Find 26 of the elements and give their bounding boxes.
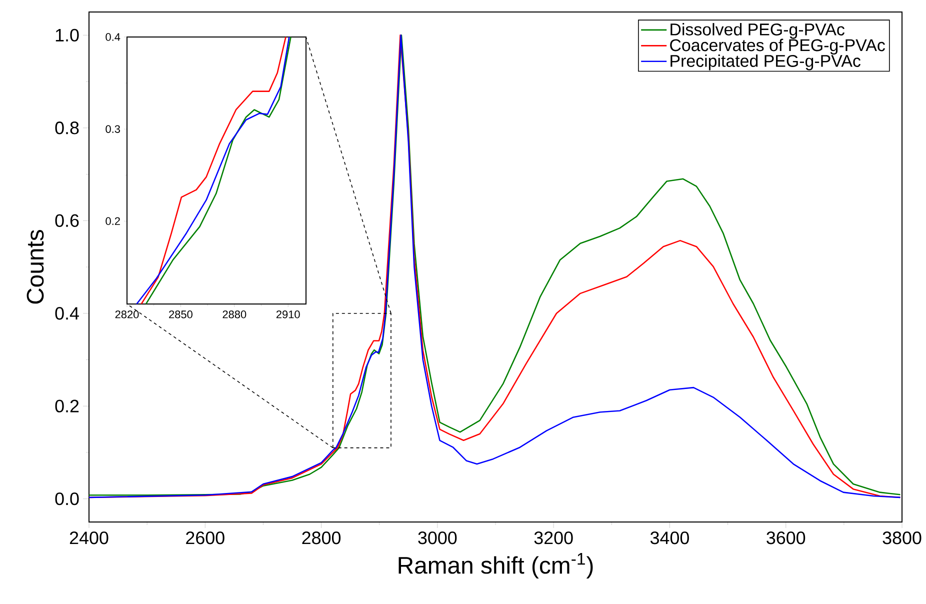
y-axis-title: Counts xyxy=(26,230,44,304)
x-axis-title: Raman shift (cm$^{-1}$) xyxy=(398,553,593,579)
y-tick-label: 0.8 xyxy=(55,122,79,134)
x-tick-label: 2400 xyxy=(70,532,108,544)
x-tick-label: 3600 xyxy=(766,532,806,544)
x-tick-label: 3200 xyxy=(534,532,573,544)
x-tick-label: 2880 xyxy=(222,310,246,318)
y-tick-label: 0.2 xyxy=(106,217,120,226)
y-tick-label: 0.3 xyxy=(106,125,120,133)
x-tick-label: 2800 xyxy=(302,532,341,544)
x-tick-label: 3800 xyxy=(882,532,922,544)
x-tick-label: 2820 xyxy=(115,310,139,318)
y-tick-label: 0.4 xyxy=(106,33,120,41)
x-tick-label: 2600 xyxy=(186,532,224,544)
legend-label: Precipitated PEG-g-PVAc xyxy=(670,54,860,70)
x-tick-label: 3000 xyxy=(418,532,457,544)
x-tick-label: 3400 xyxy=(650,532,689,544)
y-tick-label: 0.4 xyxy=(55,307,79,320)
legend-label: Dissolved PEG-g-PVAc xyxy=(670,23,844,39)
legend-label: Coacervates of PEG-g-PVAc xyxy=(670,38,885,55)
y-tick-label: 0.2 xyxy=(55,400,79,412)
x-tick-label: 2910 xyxy=(276,310,300,318)
y-tick-label: 1.0 xyxy=(56,28,79,42)
y-tick-label: 0.0 xyxy=(55,492,79,506)
x-tick-label: 2850 xyxy=(169,310,192,318)
y-tick-label: 0.6 xyxy=(55,214,79,227)
